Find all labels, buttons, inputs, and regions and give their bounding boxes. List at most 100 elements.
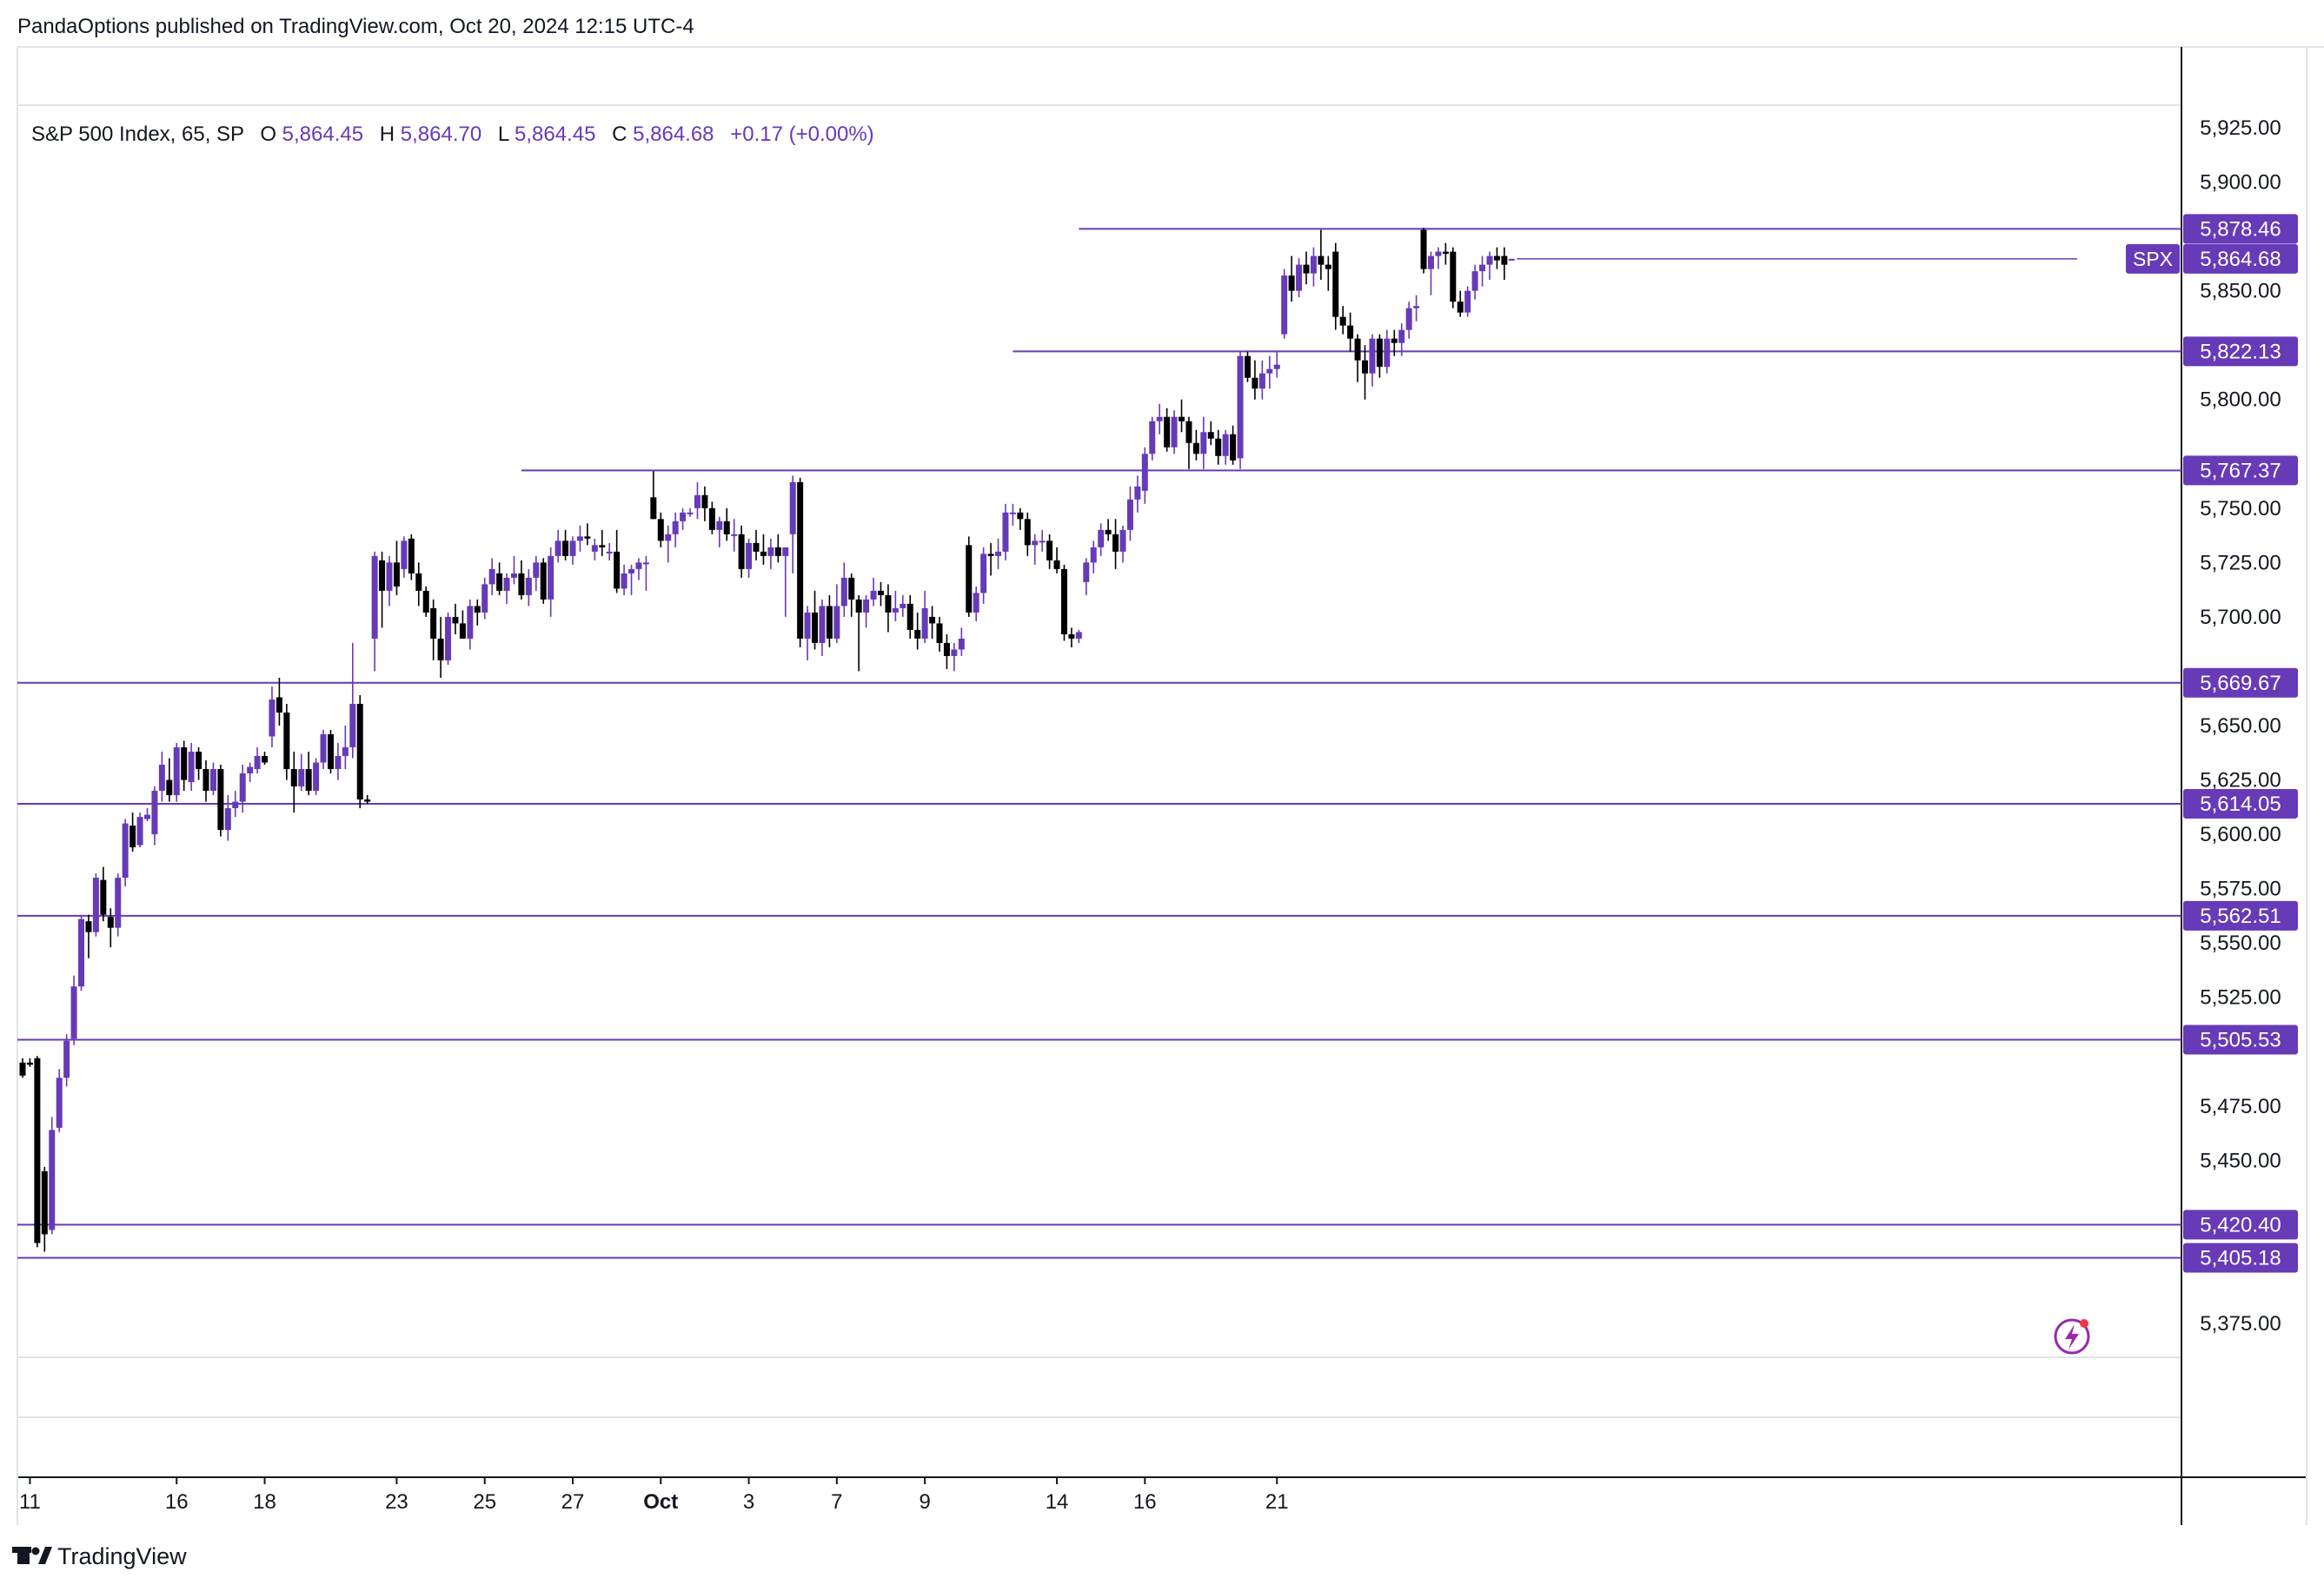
candle-body-20 — [166, 779, 173, 796]
candle-96 — [723, 507, 730, 541]
candle-body-61 — [467, 606, 474, 639]
candle-body-89 — [672, 521, 679, 534]
candle-196 — [1457, 290, 1464, 317]
candle-body-141 — [1053, 560, 1060, 569]
candle-body-140 — [1046, 540, 1053, 560]
candle-148 — [1105, 519, 1112, 541]
candle-body-169 — [1258, 373, 1265, 389]
candle-88 — [665, 525, 672, 563]
x-tick-label-8: 7 — [831, 1490, 842, 1514]
candle-197 — [1464, 286, 1471, 317]
candle-body-196 — [1457, 302, 1464, 313]
candle-body-56 — [430, 607, 437, 639]
price-axis[interactable]: 5,925.00 5,900.00 5,850.00 5,800.00 5,750.00… — [2200, 116, 2281, 1336]
candle-8 — [78, 914, 85, 991]
candle-15 — [129, 812, 136, 852]
candle-body-125 — [936, 623, 943, 643]
candle-184 — [1369, 334, 1376, 387]
candle-body-103 — [774, 547, 781, 556]
candle-body-95 — [716, 521, 723, 530]
candle-49 — [379, 551, 386, 628]
candle-35 — [276, 677, 282, 726]
candle-69 — [525, 568, 532, 607]
candle-136 — [1017, 507, 1024, 530]
legend-close-value: 5,864.68 — [633, 123, 714, 146]
candle-57 — [437, 616, 444, 678]
candle-body-110 — [826, 606, 833, 639]
candle-59 — [452, 603, 459, 634]
candle-22 — [181, 740, 188, 792]
candle-body-123 — [921, 607, 928, 639]
legend-open-value: 5,864.45 — [282, 123, 363, 146]
candle-153 — [1141, 447, 1148, 504]
candle-body-137 — [1024, 519, 1031, 546]
candle-143 — [1068, 627, 1075, 647]
candle-31 — [247, 762, 254, 783]
legend-high-value: 5,864.70 — [401, 123, 481, 146]
candle-body-129 — [966, 545, 973, 613]
candle-body-139 — [1039, 540, 1046, 543]
candle-body-170 — [1266, 368, 1273, 374]
candle-3 — [41, 1166, 48, 1252]
candle-body-74 — [562, 540, 569, 556]
candle-body-201 — [1493, 255, 1500, 261]
candle-body-188 — [1398, 329, 1405, 343]
candle-body-98 — [738, 534, 745, 569]
candle-64 — [488, 558, 495, 595]
candle-92 — [694, 481, 701, 520]
candle-177 — [1318, 229, 1325, 281]
candle-74 — [562, 529, 569, 560]
candle-body-181 — [1347, 325, 1354, 339]
candle-body-79 — [599, 545, 606, 547]
candle-30 — [239, 765, 246, 813]
candle-38 — [298, 753, 305, 792]
x-tick-label-3: 23 — [385, 1490, 408, 1514]
symbol-badge-box — [2126, 243, 2180, 274]
candle-body-83 — [628, 568, 635, 574]
candle-42 — [327, 730, 334, 774]
candle-body-158 — [1179, 416, 1185, 421]
candle-114 — [855, 594, 862, 672]
candle-145 — [1083, 558, 1090, 595]
candle-94 — [708, 501, 715, 534]
candle-body-189 — [1405, 308, 1412, 330]
legend-open-label: O — [260, 123, 276, 146]
candle-body-106 — [797, 481, 804, 639]
candle-body-142 — [1060, 568, 1067, 634]
candle-body-44 — [342, 747, 349, 757]
lightning-alert-icon[interactable] — [2054, 1318, 2090, 1355]
candle-body-112 — [840, 577, 847, 607]
horizontal-levels[interactable] — [17, 228, 2181, 1259]
candle-166 — [1237, 351, 1244, 469]
candle-body-159 — [1185, 421, 1192, 443]
candle-body-84 — [635, 562, 642, 569]
candle-87 — [657, 512, 664, 547]
candle-165 — [1230, 425, 1237, 465]
candle-body-154 — [1149, 421, 1156, 454]
candle-body-161 — [1200, 432, 1207, 454]
candle-68 — [518, 560, 525, 600]
time-axis[interactable]: 11 16 18 23 25 27 Oct 3 7 9 14 16 21 — [19, 1477, 1289, 1514]
candle-body-16 — [136, 817, 143, 846]
candle-164 — [1222, 429, 1229, 465]
candle-body-126 — [943, 642, 950, 656]
candle-body-108 — [812, 612, 819, 643]
candle-body-86 — [650, 497, 657, 520]
candle-202 — [1501, 247, 1508, 281]
candle-body-49 — [379, 560, 386, 591]
level-label-5: 5,562.51 — [2200, 905, 2281, 928]
candle-150 — [1119, 525, 1126, 563]
candle-body-127 — [951, 649, 958, 656]
candle-body-99 — [746, 542, 753, 569]
candle-13 — [115, 873, 122, 937]
candle-body-185 — [1376, 338, 1383, 368]
candle-body-53 — [408, 538, 415, 574]
candle-body-91 — [687, 512, 694, 514]
legend-close-label: C — [612, 123, 627, 146]
candle-17 — [143, 808, 150, 822]
price-labels: 5,878.46 5,822.13 5,767.37 5,669.67 5,614.05… — [1517, 214, 2298, 1273]
candle-50 — [386, 555, 393, 607]
candle-body-67 — [510, 573, 517, 578]
candle-body-26 — [209, 769, 216, 792]
